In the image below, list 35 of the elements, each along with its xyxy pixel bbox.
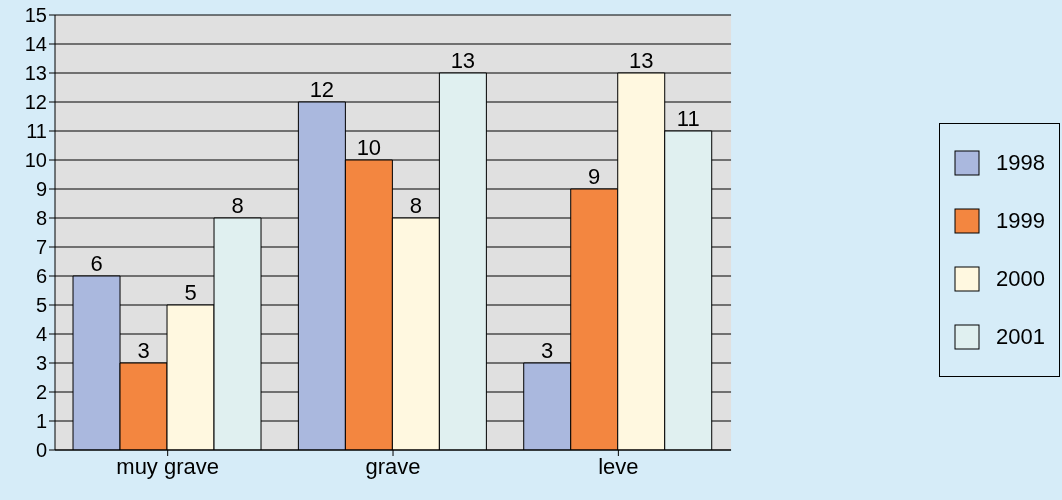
y-tick-label: 14	[24, 33, 47, 56]
x-tick-label: leve	[598, 453, 639, 479]
y-tick-label: 5	[35, 294, 47, 317]
y-tick-label: 13	[24, 62, 47, 85]
data-label: 9	[588, 164, 601, 189]
y-tick-label: 3	[35, 352, 47, 375]
data-label: 3	[137, 338, 150, 363]
y-tick-label: 6	[35, 265, 47, 288]
y-tick-label: 11	[26, 120, 47, 143]
y-tick-label: 15	[24, 4, 47, 27]
data-label: 13	[450, 48, 476, 73]
y-tick-label: 1	[35, 410, 47, 433]
data-label: 11	[676, 106, 700, 131]
data-label: 6	[90, 251, 103, 276]
legend-label: 2001	[996, 324, 1045, 350]
data-label: 10	[356, 135, 382, 160]
legend-label: 1999	[996, 208, 1045, 234]
data-label: 8	[409, 193, 422, 218]
y-tick-label: 12	[24, 91, 47, 114]
data-label: 13	[628, 48, 654, 73]
legend-label: 2000	[996, 266, 1045, 292]
legend-label: 1998	[996, 150, 1045, 176]
data-label: 3	[541, 338, 554, 363]
data-label: 12	[309, 77, 335, 102]
y-tick-label: 0	[35, 439, 47, 462]
y-tick-label: 2	[35, 381, 47, 404]
x-tick-label: grave	[365, 453, 421, 479]
data-label: 8	[231, 193, 244, 218]
data-label: 5	[184, 280, 197, 305]
x-tick-label: muy grave	[116, 453, 220, 479]
y-tick-label: 10	[24, 149, 47, 172]
y-tick-label: 4	[35, 323, 47, 346]
y-tick-label: 8	[35, 207, 47, 230]
y-tick-label: 7	[35, 236, 47, 259]
y-tick-label: 9	[35, 178, 47, 201]
